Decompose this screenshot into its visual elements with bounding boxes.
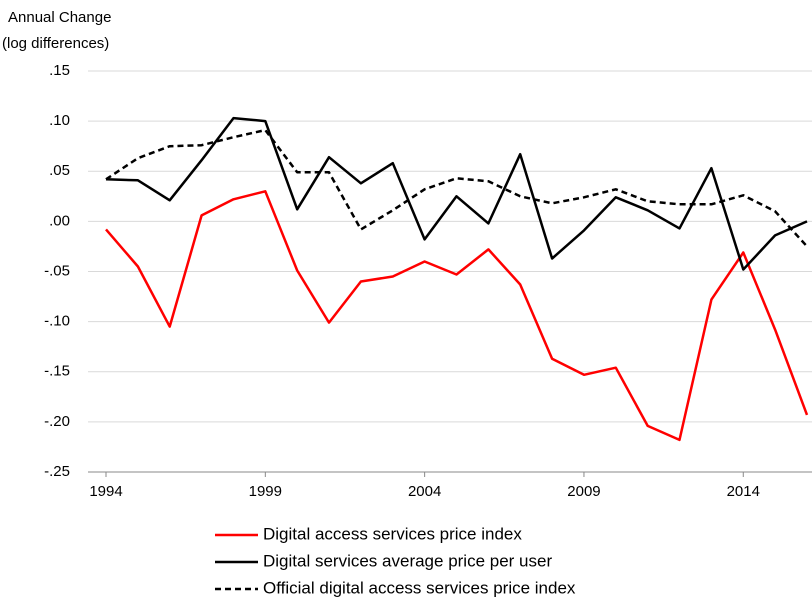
- y-tick-label: -.20: [44, 413, 70, 430]
- y-axis-title: Annual Change: [8, 9, 111, 26]
- y-tick-label: -.25: [44, 463, 70, 480]
- y-tick-label: .10: [49, 112, 70, 129]
- y-axis-title: (log differences): [2, 35, 109, 52]
- x-tick-label: 2004: [408, 483, 441, 500]
- y-tick-label: .05: [49, 162, 70, 179]
- y-tick-label: -.10: [44, 313, 70, 330]
- y-tick-label: .00: [49, 212, 70, 229]
- y-tick-label: -.05: [44, 262, 70, 279]
- legend-label: Digital services average price per user: [263, 551, 552, 570]
- x-tick-label: 2009: [567, 483, 600, 500]
- y-tick-label: -.15: [44, 363, 70, 380]
- legend-label: Official digital access services price i…: [263, 578, 576, 597]
- x-tick-label: 1999: [249, 483, 282, 500]
- legend-label: Digital access services price index: [263, 524, 522, 543]
- x-tick-label: 1994: [89, 483, 122, 500]
- series-line: [105, 116, 808, 271]
- series-line: [105, 190, 809, 442]
- y-tick-label: .15: [49, 62, 70, 79]
- series-line: [105, 128, 808, 248]
- x-tick-label: 2014: [727, 483, 760, 500]
